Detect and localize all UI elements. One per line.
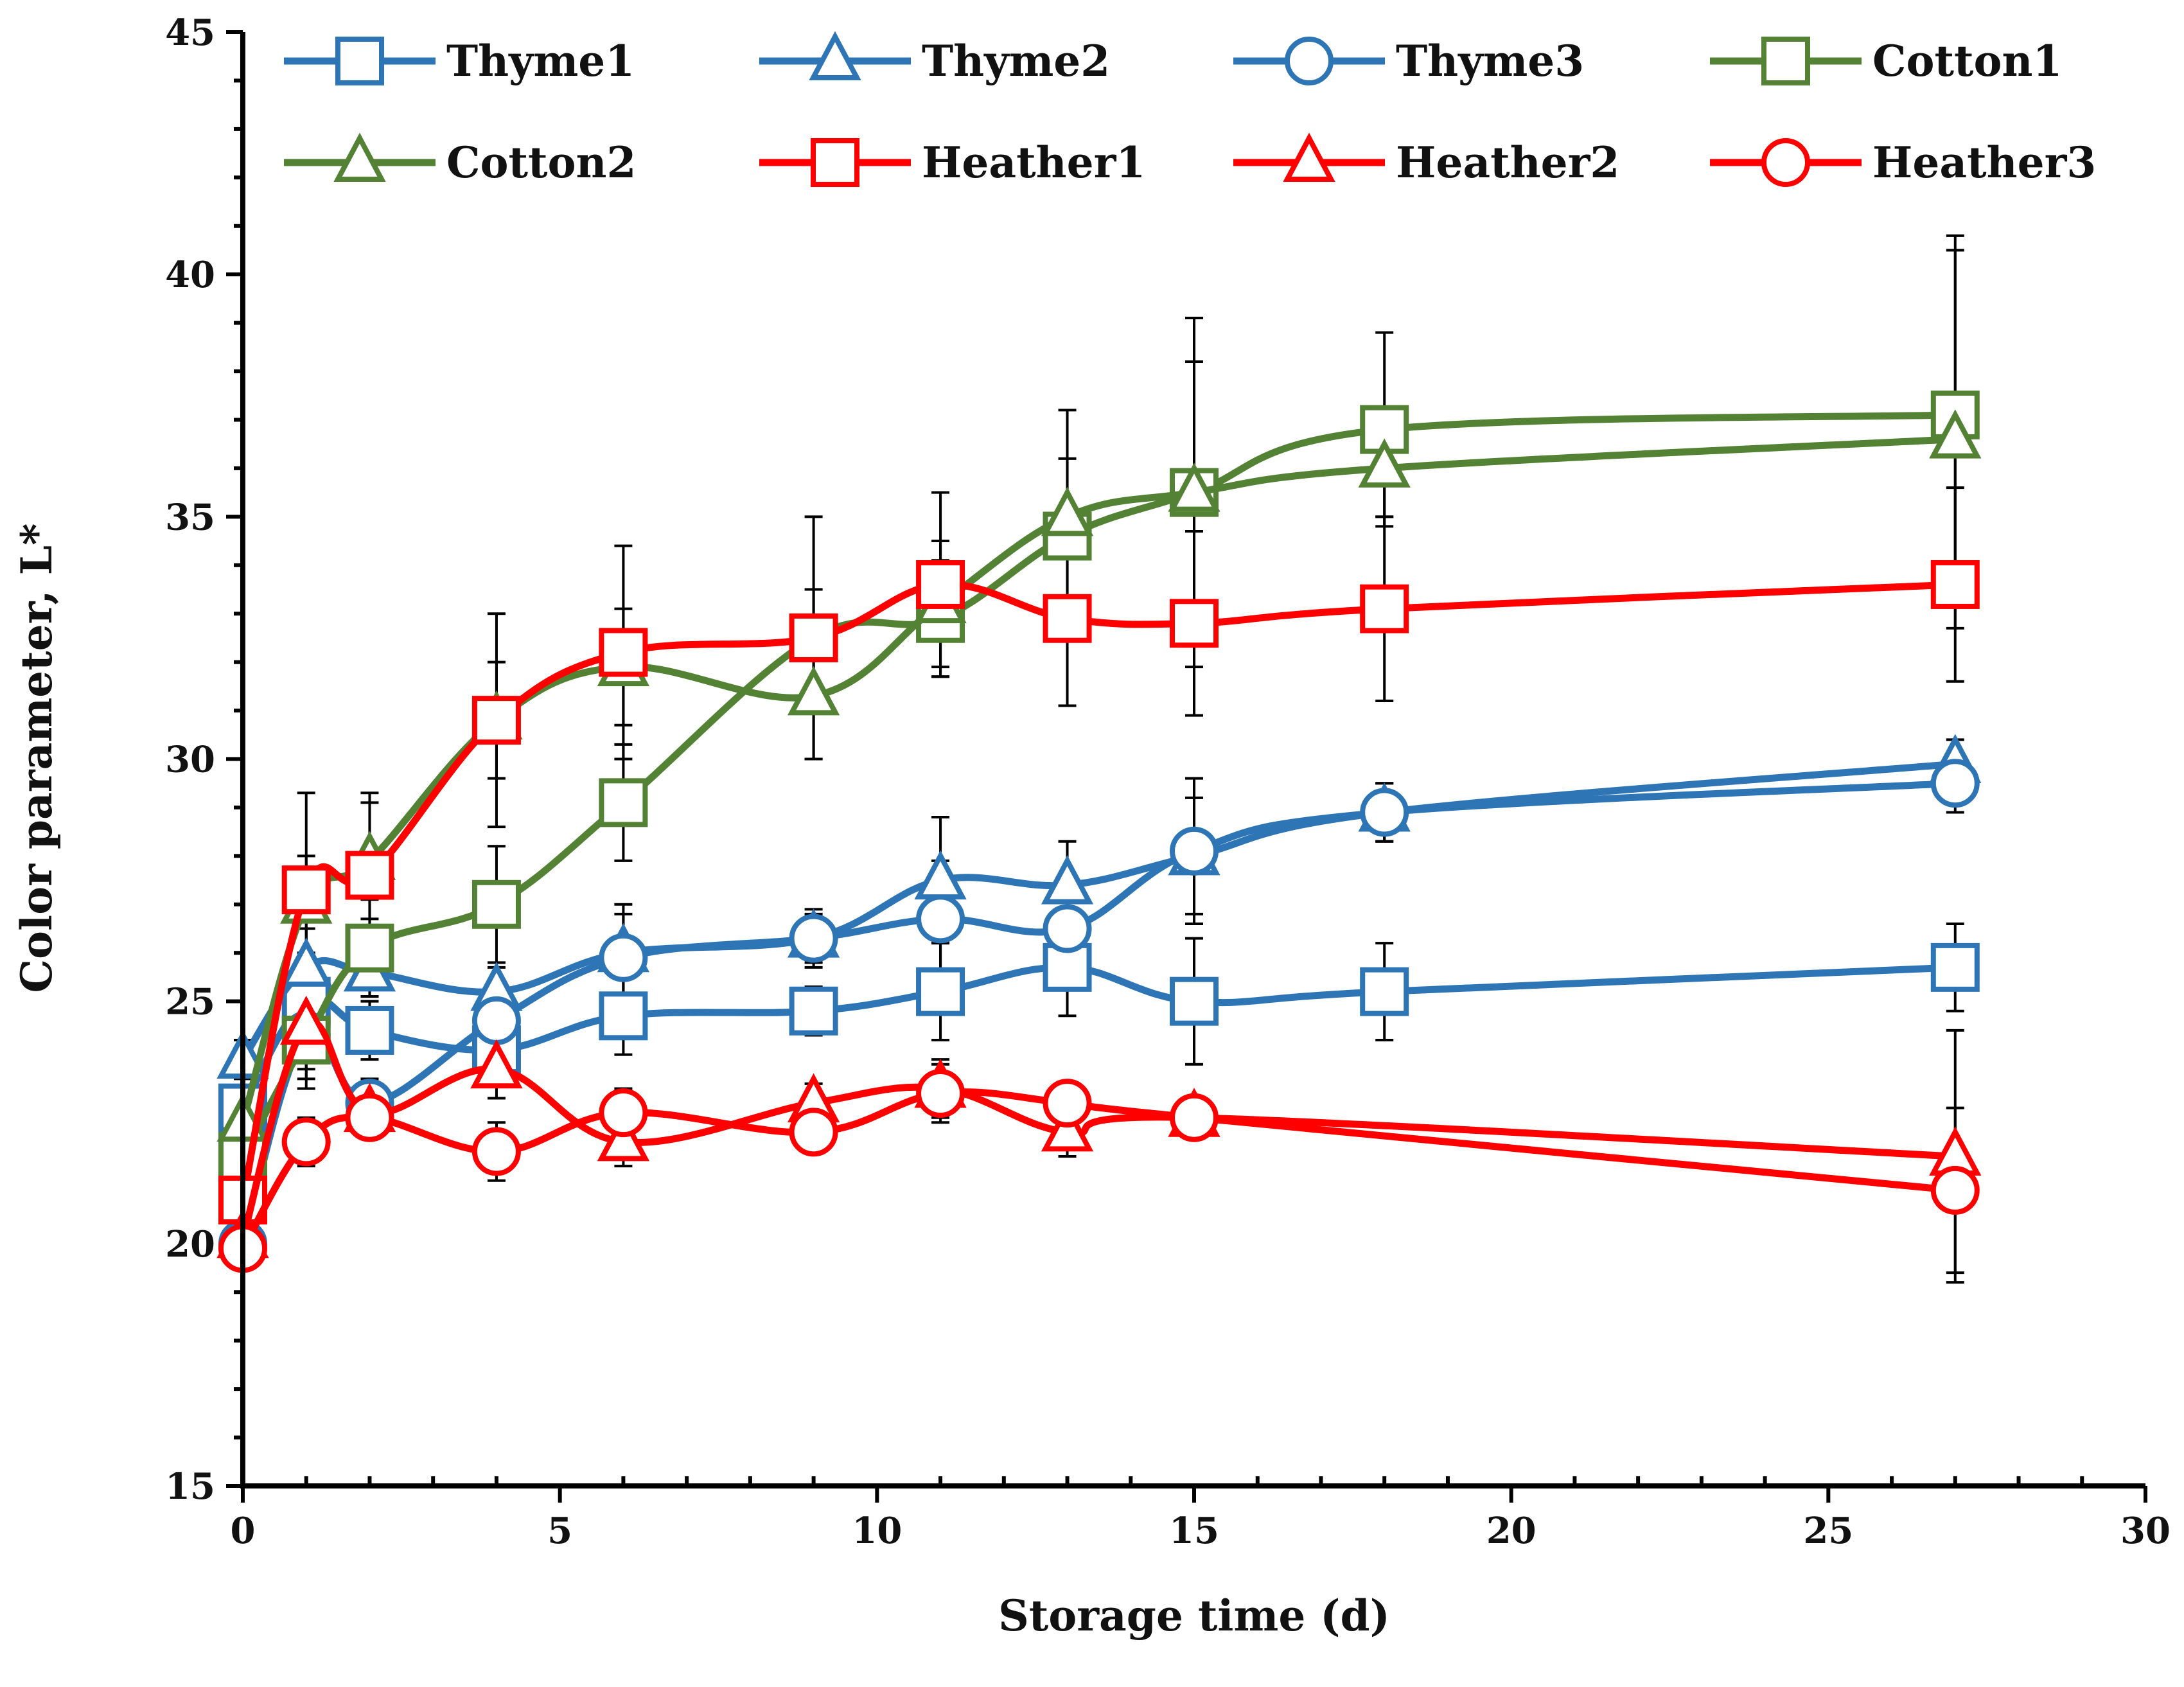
data-point-thyme1 [789, 986, 838, 1036]
data-point-thyme3 [916, 894, 965, 944]
tick-layer [226, 30, 2147, 1503]
y-tick-label: 25 [165, 981, 215, 1023]
data-point-heather1 [916, 560, 965, 609]
data-point-heather1 [471, 696, 521, 745]
data-point-thyme1 [599, 991, 648, 1041]
data-point-heather3 [281, 1117, 331, 1167]
data-point-heather2 [597, 1111, 650, 1161]
legend-label: Heather3 [1872, 137, 2096, 188]
data-point-thyme3 [1043, 904, 1092, 953]
legend-item-cotton2: Cotton2 [284, 132, 636, 188]
legend-item-cotton1: Cotton1 [1710, 36, 2062, 86]
legend-item-thyme2: Thyme2 [759, 31, 1110, 86]
legend-item-thyme3: Thyme3 [1233, 36, 1584, 86]
legend-marker [1285, 37, 1334, 85]
y-tick-label: 45 [165, 12, 215, 54]
y-tick-label: 15 [165, 1465, 215, 1508]
data-point-thyme3 [1170, 826, 1219, 876]
series-heather3 [218, 1068, 1980, 1273]
x-axis-title: Storage time (d) [998, 1591, 1390, 1641]
series-layer [216, 234, 1982, 1284]
data-point-heather1 [789, 613, 838, 662]
data-point-heather3 [1930, 1165, 1980, 1215]
y-tick-label: 20 [165, 1223, 215, 1266]
y-tick-label: 40 [165, 254, 215, 296]
legend-label: Thyme1 [446, 36, 635, 86]
legend-marker [333, 132, 386, 182]
legend-label: Thyme3 [1396, 36, 1584, 86]
data-point-cotton1 [599, 778, 648, 827]
data-point-cotton2 [1358, 438, 1411, 488]
data-point-heather2 [280, 995, 333, 1045]
legend-marker [811, 138, 859, 187]
legend: Thyme1 Thyme2 Thyme3 Cotton1 Cotton2 Heather1… [284, 31, 2096, 188]
data-point-thyme3 [471, 996, 521, 1045]
x-tick-label: 5 [547, 1510, 572, 1552]
legend-marker [1283, 132, 1335, 182]
legend-marker [809, 31, 861, 80]
data-point-thyme3 [789, 914, 838, 963]
legend-marker [1761, 138, 1810, 187]
x-tick-label: 20 [1486, 1510, 1537, 1552]
y-tick-label: 35 [165, 496, 215, 538]
data-point-heather3 [1043, 1079, 1092, 1128]
legend-label: Cotton2 [446, 137, 636, 188]
data-point-heather3 [789, 1108, 838, 1157]
legend-label: Cotton1 [1872, 36, 2062, 86]
data-point-heather3 [345, 1093, 394, 1142]
legend-item-heather1: Heather1 [759, 137, 1145, 188]
series-heather2 [216, 995, 1982, 1259]
x-tick-label: 30 [2120, 1510, 2171, 1552]
data-point-cotton1 [471, 879, 521, 929]
data-point-cotton2 [787, 666, 840, 716]
legend-marker [335, 37, 384, 85]
data-point-thyme1 [1930, 942, 1980, 992]
label-layer: Storage time (d) Color parameter, L* 15 2… [12, 12, 2171, 1641]
data-point-cotton2 [1929, 409, 1982, 459]
x-tick-label: 0 [231, 1510, 256, 1552]
data-point-heather3 [1170, 1093, 1219, 1142]
legend-marker [1761, 37, 1810, 85]
axis-layer [240, 32, 2145, 1488]
legend-item-heather2: Heather2 [1233, 132, 1619, 188]
legend-item-heather3: Heather3 [1710, 137, 2096, 188]
data-point-heather1 [281, 865, 331, 915]
y-axis-title: Color parameter, L* [12, 524, 62, 993]
data-point-heather3 [471, 1127, 521, 1176]
x-tick-label: 25 [1803, 1510, 1853, 1552]
data-point-heather3 [599, 1088, 648, 1138]
data-point-thyme1 [1360, 967, 1409, 1016]
series-thyme3 [218, 759, 1980, 1268]
data-point-heather1 [599, 628, 648, 677]
data-point-cotton1 [345, 923, 394, 973]
data-point-thyme2 [1041, 855, 1094, 905]
data-point-heather2 [1041, 1102, 1094, 1152]
data-point-thyme3 [1930, 759, 1980, 808]
data-point-thyme2 [280, 937, 333, 987]
legend-item-thyme1: Thyme1 [284, 36, 635, 86]
x-tick-label: 10 [852, 1510, 902, 1552]
data-point-heather2 [470, 1039, 523, 1089]
data-point-thyme1 [345, 1005, 394, 1055]
legend-label: Thyme2 [922, 36, 1110, 86]
data-point-heather1 [1930, 560, 1980, 609]
data-point-cotton2 [1168, 463, 1220, 512]
data-point-thyme1 [1170, 976, 1219, 1026]
data-point-heather1 [345, 851, 394, 900]
y-tick-label: 30 [165, 739, 215, 781]
legend-label: Heather1 [922, 137, 1145, 188]
series-heather1 [218, 560, 1980, 1224]
x-tick-label: 15 [1169, 1510, 1219, 1552]
data-point-cotton2 [1041, 486, 1094, 536]
data-point-heather1 [1360, 584, 1409, 633]
data-point-heather1 [1043, 594, 1092, 643]
data-point-heather3 [916, 1068, 965, 1118]
data-point-heather1 [1170, 599, 1219, 648]
legend-label: Heather2 [1396, 137, 1619, 188]
data-point-thyme3 [1360, 788, 1409, 837]
error-bars-heather1 [234, 486, 1964, 1221]
data-point-thyme3 [599, 933, 648, 982]
data-point-thyme1 [916, 967, 965, 1016]
